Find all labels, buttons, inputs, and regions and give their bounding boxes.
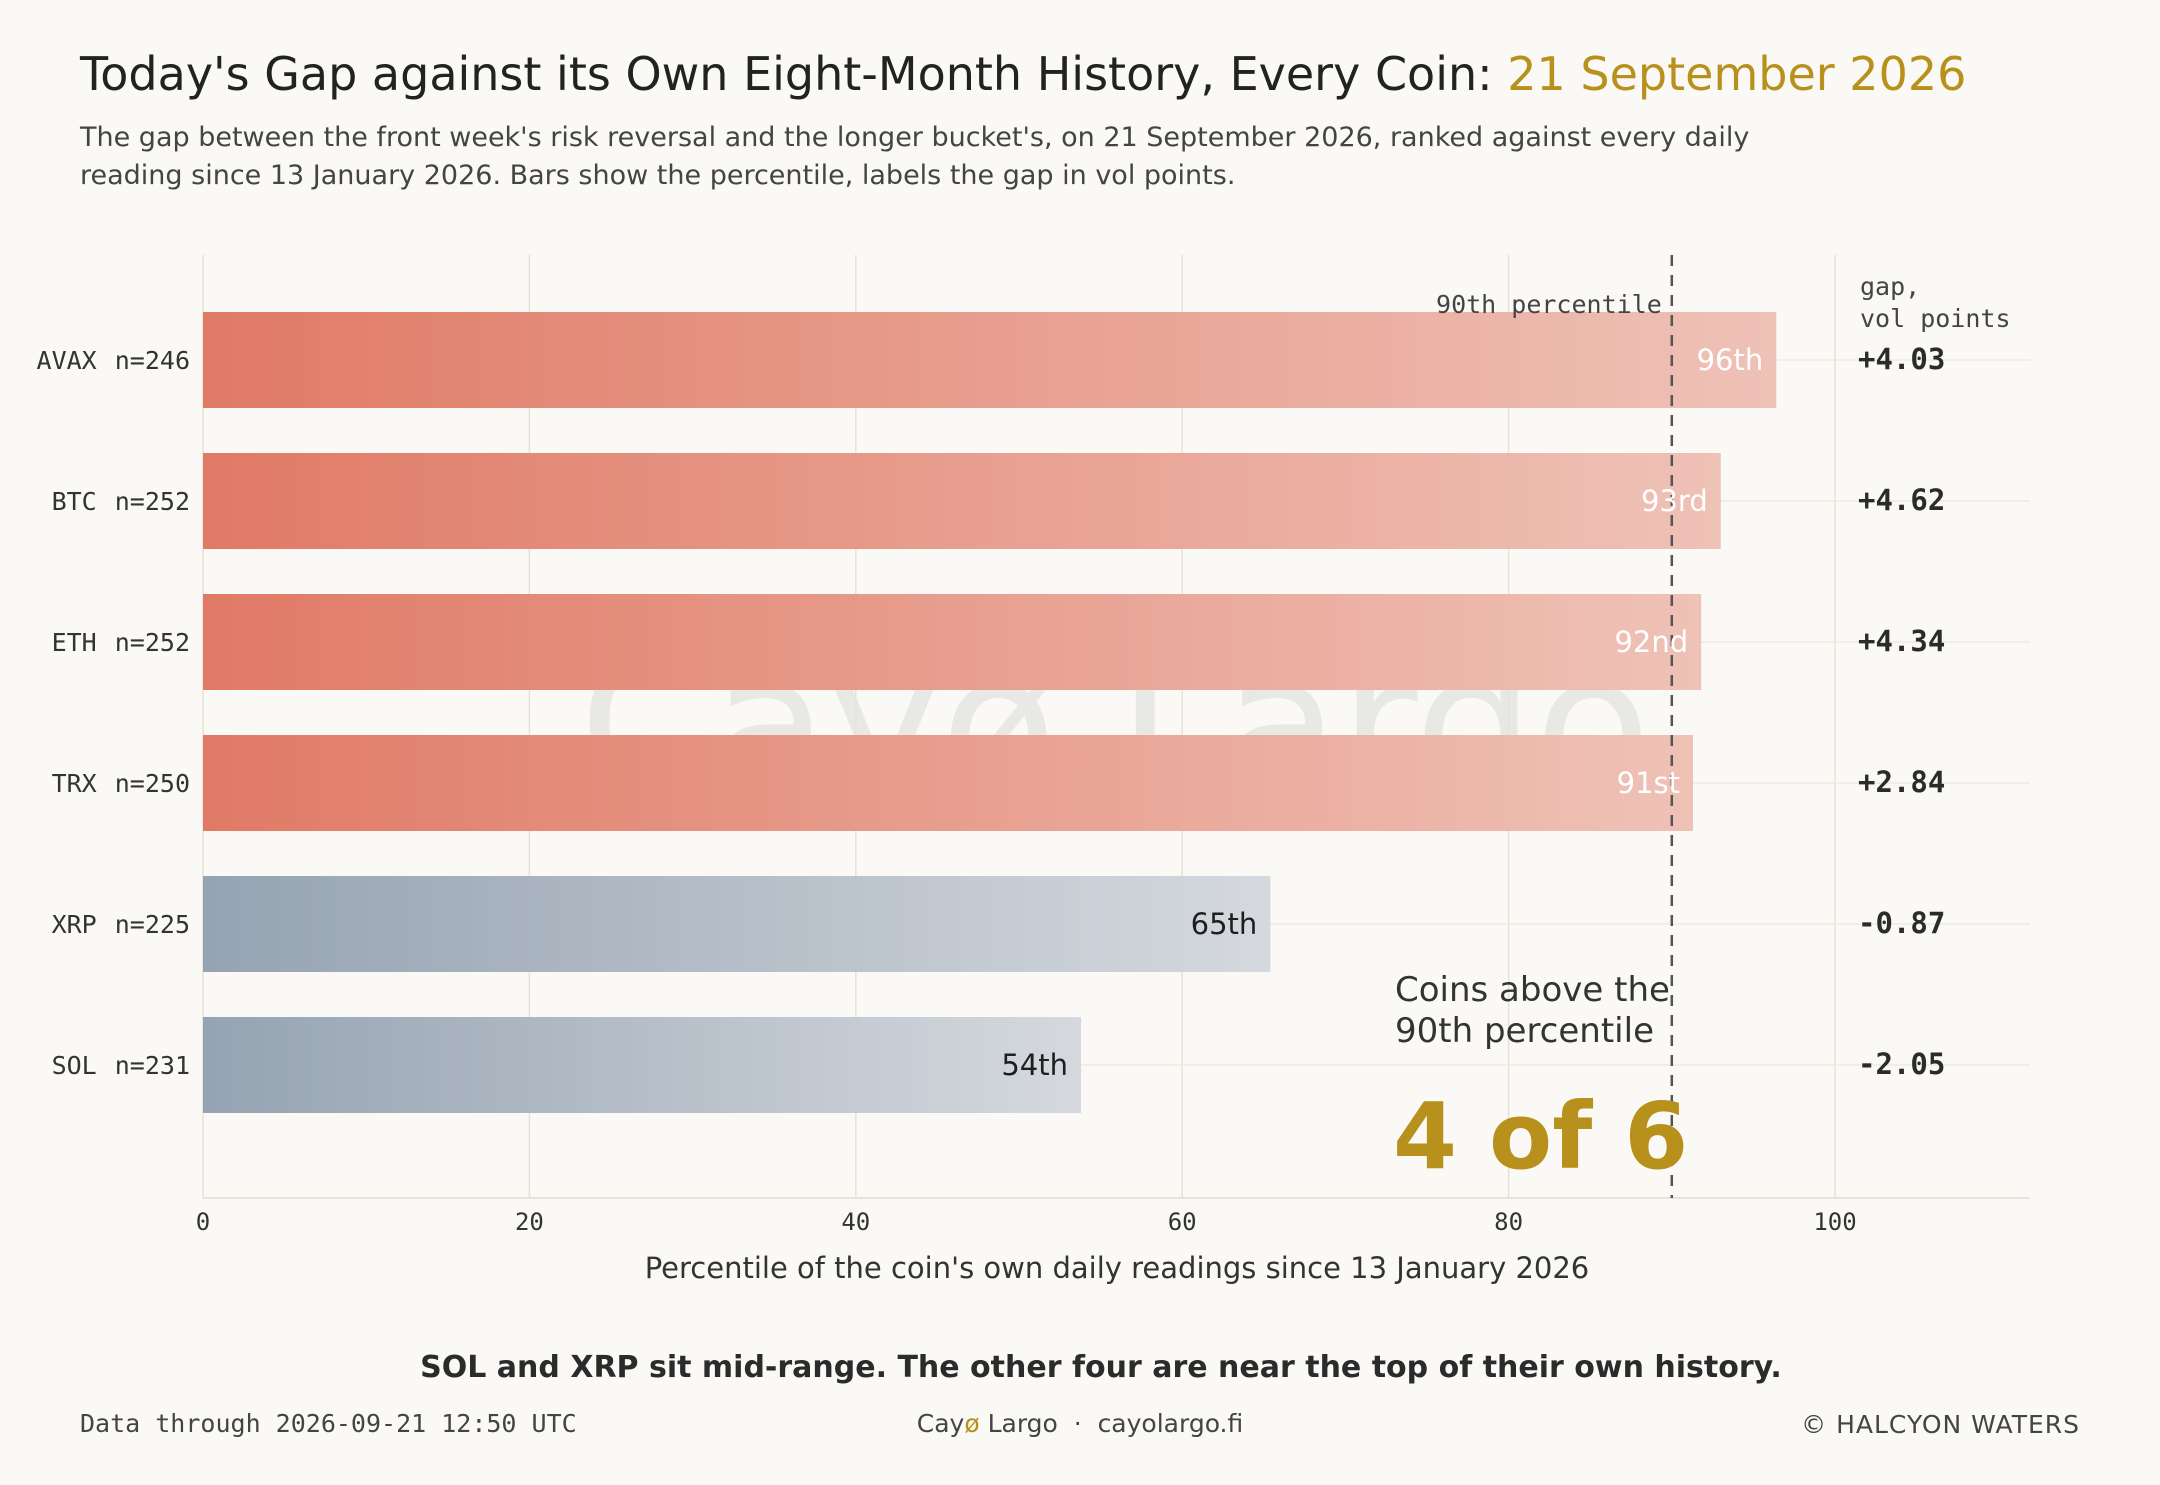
chart-subtitle-line1: The gap between the front week's risk re… [79,122,1749,153]
x-tick-label: 0 [196,1208,210,1236]
reference-line-label: 90th percentile [1436,290,1662,319]
footer-brand-o: ø [964,1409,979,1438]
y-category-label: XRP n=225 [52,910,190,939]
bar-sol [203,1017,1082,1113]
footer-brand-a: Cay [917,1409,965,1438]
y-category-label: BTC n=252 [52,487,190,516]
chart-subtitle-line2: reading since 13 January 2026. Bars show… [80,160,1235,191]
bar-value-label: 93rd [1641,484,1708,518]
bar-avax [203,312,1777,408]
gap-header-line2: vol points [1860,304,2011,333]
coin-name: AVAX [37,346,97,375]
sample-size: n=231 [115,1051,190,1080]
coin-name: ETH [52,628,97,657]
x-tick-label: 40 [841,1208,870,1236]
footer-sep: · [1058,1409,1098,1438]
bar-eth [203,594,1702,690]
callout-value: 4 of 6 [1393,1083,1688,1190]
coin-name: XRP [52,910,97,939]
y-category-label: ETH n=252 [52,628,190,657]
footer-site: cayolargo.fi [1098,1409,1244,1438]
takeaway: SOL and XRP sit mid-range. The other fou… [420,1350,1782,1385]
footer-brand-b: Largo [980,1409,1058,1438]
coin-name: BTC [52,487,97,516]
gap-value: +4.62 [1858,483,1945,517]
bar-value-label: 96th [1697,343,1764,377]
chart-title: Today's Gap against its Own Eight-Month … [79,47,1966,101]
bars [203,312,1777,1113]
x-tick-label: 20 [515,1208,544,1236]
bar-trx [203,735,1694,831]
footer-data-through: Data through 2026-09-21 12:50 UTC [80,1409,577,1438]
x-axis-title: Percentile of the coin's own daily readi… [645,1251,1590,1285]
bar-value-label: 91st [1617,766,1680,800]
y-category-label: TRX n=250 [52,769,190,798]
sample-size: n=252 [115,487,190,516]
gap-value: +2.84 [1858,765,1945,799]
gap-header-line1: gap, [1860,272,1920,301]
x-tick-label: 100 [1813,1208,1856,1236]
sample-size: n=252 [115,628,190,657]
coin-name: TRX [52,769,97,798]
chart-title-date: 21 September 2026 [1507,47,1966,101]
bar-btc [203,453,1721,549]
x-tick-label: 80 [1494,1208,1523,1236]
bar-value-label: 65th [1191,907,1258,941]
chart-title-main: Today's Gap against its Own Eight-Month … [79,47,1507,101]
y-category-label: AVAX n=246 [37,346,190,375]
callout-line2: 90th percentile [1395,1011,1654,1051]
sample-size: n=225 [115,910,190,939]
callout-line1: Coins above the [1395,970,1670,1010]
gap-value: +4.34 [1858,624,1945,658]
coin-name: SOL [52,1051,97,1080]
gap-value: -2.05 [1858,1047,1945,1081]
bar-xrp [203,876,1271,972]
gap-value: -0.87 [1858,906,1945,940]
labels: 0 20 40 60 80 100 96th AVAX n=246 +4.03 93rd BTC n=2… [37,342,1946,1236]
sample-size: n=246 [115,346,190,375]
y-category-label: SOL n=231 [52,1051,190,1080]
x-tick-label: 60 [1168,1208,1197,1236]
bar-value-label: 92nd [1614,625,1688,659]
sample-size: n=250 [115,769,190,798]
bar-value-label: 54th [1001,1048,1068,1082]
gap-value: +4.03 [1858,342,1945,376]
footer-brand: Cayø Largo · cayolargo.fi [917,1409,1244,1438]
reference-line-group: 90th percentile [1436,255,1674,1198]
footer-copyright: © HALCYON WATERS [1801,1410,2080,1439]
